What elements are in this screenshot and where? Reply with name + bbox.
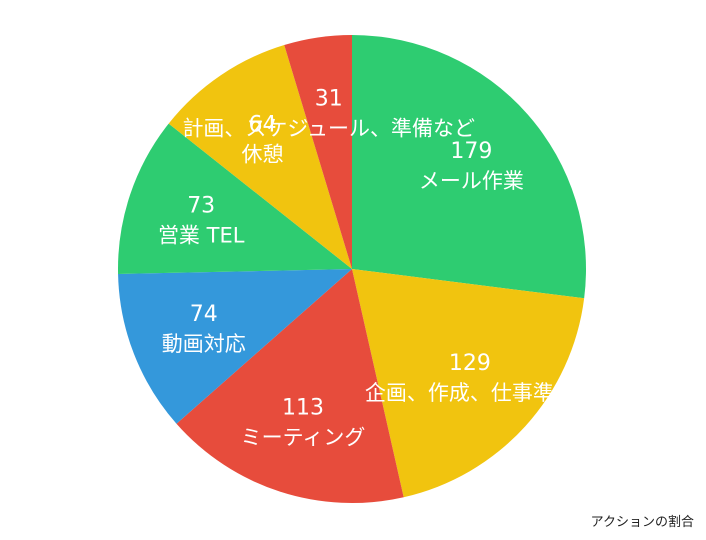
pie-slices <box>118 35 586 503</box>
slice-category-label: 休憩 <box>242 142 284 166</box>
slice-category-label: 営業 TEL <box>158 223 245 247</box>
slice-category-label: 計画、スケジュール、準備など <box>182 117 475 141</box>
pie-slice <box>284 35 352 269</box>
slice-category-label: ミーティング <box>241 425 366 449</box>
slice-category-label: 動画対応 <box>162 332 246 356</box>
pie-slice <box>118 123 352 274</box>
pie-slice <box>168 45 352 270</box>
slice-value-label: 64 <box>249 112 277 137</box>
slice-category-label: メール作業 <box>419 169 524 193</box>
pie-labels: 179 メール作業 129 企画、作成、仕事準備 113 ミーティング 74 動画対応 73 営業… <box>158 87 575 450</box>
slice-value-label: 74 <box>190 302 218 327</box>
chart-caption: アクションの割合 <box>590 515 694 530</box>
slice-value-label: 113 <box>282 395 324 420</box>
slice-value-label: 73 <box>187 193 215 218</box>
pie-slice <box>352 269 585 498</box>
slice-value-label: 31 <box>315 87 343 112</box>
pie-slice <box>118 269 352 424</box>
slice-category-label: 企画、作成、仕事準備 <box>365 381 575 405</box>
pie-slice <box>176 269 404 503</box>
slice-value-label: 129 <box>449 351 491 376</box>
slice-value-label: 179 <box>450 139 492 164</box>
pie-slice <box>352 35 586 299</box>
